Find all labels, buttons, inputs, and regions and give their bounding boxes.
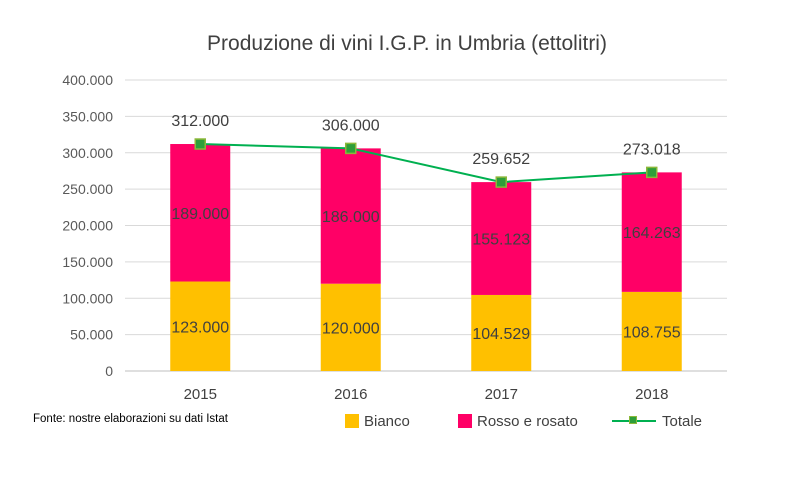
total-line-path [200,143,652,184]
data-label-totale: 312.000 [171,113,229,130]
x-tick-label: 2016 [334,386,367,403]
legend-swatch-bianco [345,414,359,428]
y-tick-label: 150.000 [62,254,113,270]
data-label-rosso-rosato: 155.123 [472,232,530,249]
total-marker [345,142,357,155]
y-tick-label: 100.000 [62,290,113,306]
data-label-totale: 259.652 [472,151,530,168]
y-tick-label: 200.000 [62,218,113,234]
data-label-totale: 306.000 [322,117,380,134]
bar-bianco [170,281,231,371]
legend-label-totale: Totale [662,412,703,430]
legend-label-bianco: Bianco [364,412,410,430]
data-label-rosso-rosato: 164.263 [623,225,681,242]
bar-rosso-rosato [621,172,682,292]
x-axis: 2015 2016 2017 2018 [184,386,669,403]
total-marker [495,176,507,188]
legend-swatch-rosso [458,414,472,428]
source-note: Fonte: nostre elaborazioni su dati Istat [33,413,228,425]
y-tick-label: 0 [105,363,113,379]
legend-item-rosso: Rosso e rosato [458,410,578,432]
total-marker [646,166,658,179]
data-label-totale: 273.018 [623,141,681,158]
total-marker [194,138,206,150]
x-tick-label: 2018 [635,386,668,403]
chart-title: Produzione di vini I.G.P. in Umbria (ett… [207,32,607,55]
y-tick-label: 50.000 [70,327,113,343]
legend-item-totale: Totale [612,410,702,432]
x-tick-label: 2017 [485,386,518,403]
bar-bianco [320,283,381,371]
bar-rosso-rosato [170,144,231,282]
data-label-bianco: 104.529 [472,326,530,343]
y-tick-label: 250.000 [62,181,113,197]
data-label-bianco: 108.755 [623,324,681,341]
y-tick-label: 300.000 [62,145,113,161]
data-label-bianco: 120.000 [322,320,380,337]
y-tick-label: 400.000 [62,72,113,88]
y-tick-label: 350.000 [62,108,113,124]
y-axis: 0 50.000 100.000 150.000 200.000 250.000 300.0… [62,72,113,379]
bar-rosso-rosato [471,182,532,295]
legend-item-bianco: Bianco [345,410,410,432]
bar-bianco [621,291,682,371]
bar-bianco [471,294,532,371]
data-label-bianco: 123.000 [171,319,229,336]
bar-rosso-rosato [320,148,381,284]
data-labels: 123.000 189.000 120.000 186.000 104.529 155.1… [171,113,680,343]
legend-label-rosso: Rosso e rosato [477,412,578,430]
data-label-rosso-rosato: 189.000 [171,206,229,223]
legend-line-totale [612,416,656,424]
data-label-rosso-rosato: 186.000 [322,209,380,226]
bars [170,144,682,371]
x-tick-label: 2015 [184,386,217,403]
total-line [194,138,658,188]
